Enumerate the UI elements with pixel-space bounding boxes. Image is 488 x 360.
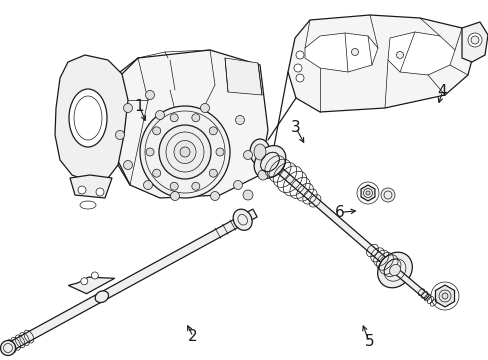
Circle shape: [170, 192, 179, 201]
Circle shape: [216, 148, 224, 156]
Polygon shape: [6, 209, 257, 352]
Polygon shape: [55, 55, 128, 182]
Text: 2: 2: [188, 329, 198, 344]
Circle shape: [170, 114, 178, 122]
Circle shape: [258, 170, 267, 180]
Ellipse shape: [69, 89, 107, 147]
Ellipse shape: [389, 264, 400, 276]
Circle shape: [123, 161, 132, 170]
Circle shape: [155, 111, 164, 120]
Text: 5: 5: [364, 334, 373, 350]
Circle shape: [243, 150, 252, 159]
Circle shape: [396, 51, 403, 59]
Circle shape: [91, 272, 98, 279]
Ellipse shape: [159, 125, 210, 179]
Circle shape: [210, 192, 219, 201]
Circle shape: [467, 33, 481, 47]
Circle shape: [96, 188, 104, 196]
Circle shape: [143, 180, 152, 189]
Text: 3: 3: [290, 120, 300, 135]
Circle shape: [470, 36, 478, 44]
Circle shape: [209, 127, 217, 135]
Circle shape: [191, 182, 200, 190]
Circle shape: [200, 104, 209, 113]
Circle shape: [152, 169, 161, 177]
Circle shape: [351, 49, 358, 55]
Text: 1: 1: [134, 99, 144, 114]
Circle shape: [123, 104, 132, 113]
Ellipse shape: [174, 140, 196, 163]
Circle shape: [441, 293, 447, 299]
Circle shape: [233, 180, 242, 189]
Ellipse shape: [377, 252, 411, 288]
Circle shape: [235, 116, 244, 125]
Polygon shape: [68, 277, 114, 294]
Ellipse shape: [0, 341, 16, 356]
Circle shape: [293, 64, 302, 72]
Ellipse shape: [80, 201, 96, 209]
Text: 4: 4: [437, 84, 447, 99]
Ellipse shape: [233, 209, 252, 230]
Circle shape: [170, 182, 178, 190]
Polygon shape: [461, 22, 487, 62]
Polygon shape: [112, 50, 267, 198]
Polygon shape: [360, 185, 374, 201]
Polygon shape: [224, 58, 262, 95]
Circle shape: [380, 188, 394, 202]
Polygon shape: [435, 285, 454, 307]
Ellipse shape: [249, 139, 269, 165]
Ellipse shape: [254, 145, 285, 179]
Circle shape: [365, 191, 369, 195]
Ellipse shape: [180, 147, 190, 157]
Polygon shape: [387, 32, 454, 75]
Circle shape: [295, 51, 304, 59]
Circle shape: [191, 114, 200, 122]
Circle shape: [78, 186, 86, 194]
Circle shape: [295, 74, 304, 82]
Polygon shape: [267, 159, 396, 273]
Ellipse shape: [95, 291, 108, 302]
Circle shape: [152, 127, 161, 135]
Circle shape: [115, 131, 124, 140]
Polygon shape: [392, 268, 428, 300]
Circle shape: [243, 190, 252, 200]
Circle shape: [209, 169, 217, 177]
Circle shape: [145, 90, 154, 99]
Ellipse shape: [140, 106, 229, 198]
Circle shape: [81, 278, 88, 285]
Text: 6: 6: [334, 205, 344, 220]
Circle shape: [146, 148, 154, 156]
Ellipse shape: [253, 144, 265, 160]
Polygon shape: [70, 175, 112, 198]
Polygon shape: [305, 33, 377, 72]
Polygon shape: [287, 15, 474, 112]
